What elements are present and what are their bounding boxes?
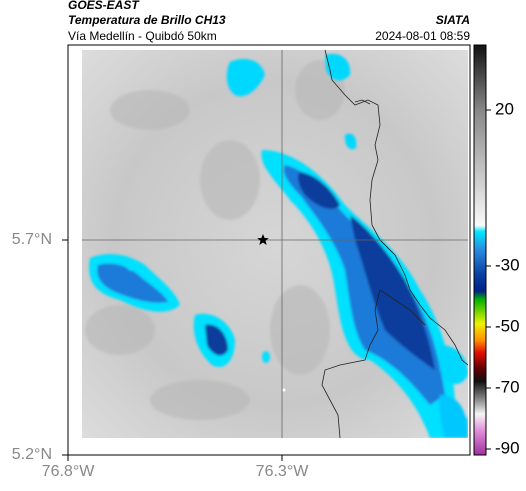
lat-label: 5.2°N [12, 446, 52, 463]
lon-label: 76.3°W [256, 463, 310, 480]
colorbar-label: -90 [495, 438, 520, 457]
agency: SIATA [436, 13, 470, 27]
labels: 5.7°N 5.2°N76.8°W 76.3°W 20 -30 -50 -70 -90 [12, 99, 520, 480]
boundaries [321, 50, 468, 438]
cloud-cells [89, 53, 468, 438]
lon-label: 76.8°W [42, 463, 96, 480]
header: GOES-EAST Temperatura de Brillo CH13 Vía… [68, 0, 470, 43]
colorbar-label: -30 [495, 255, 520, 274]
location-marker [257, 234, 269, 245]
map-frame [67, 44, 471, 456]
title: Temperatura de Brillo CH13 [68, 13, 226, 27]
texture [85, 60, 345, 420]
lat-label: 5.7°N [12, 231, 52, 248]
point [282, 388, 286, 392]
colorbar-label: -70 [495, 377, 520, 396]
satellite-image [82, 50, 468, 438]
source: GOES-EAST [68, 0, 140, 12]
subtitle: Vía Medellín - Quibdó 50km [68, 29, 217, 43]
colorbar [473, 44, 487, 456]
timestamp: 2024-08-01 08:59 [375, 29, 470, 43]
colorbar-label: 20 [495, 99, 514, 118]
colorbar-label: -50 [495, 316, 520, 335]
